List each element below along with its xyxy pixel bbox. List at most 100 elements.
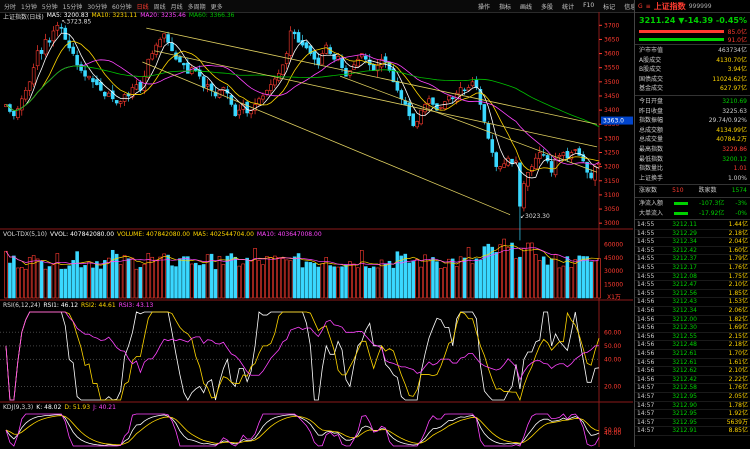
- candle: [565, 150, 570, 159]
- volume-bar: [577, 255, 582, 299]
- volume-bar: [277, 257, 281, 299]
- tick-price: 3212.43: [672, 298, 697, 306]
- period-tab[interactable]: 60分钟: [111, 4, 132, 11]
- volume-bar: [490, 246, 495, 299]
- period-tab[interactable]: 分时: [4, 4, 17, 11]
- volume-bar: [241, 263, 245, 299]
- tick-price: 3212.58: [672, 384, 697, 392]
- candle: [197, 69, 202, 77]
- period-tab[interactable]: 30分钟: [87, 4, 107, 11]
- tick-row: 14:57 3212.95 2.05亿: [635, 393, 750, 402]
- period-tab[interactable]: 周线: [153, 4, 166, 11]
- tick-time: 14:56: [637, 332, 655, 340]
- price-tick-label: 3250: [604, 150, 619, 157]
- tool-menu-item[interactable]: F10: [583, 2, 595, 9]
- tick-price: 3212.42: [672, 375, 697, 383]
- tick-volume: 2.18亿: [728, 341, 748, 349]
- period-tab[interactable]: 1分钟: [21, 4, 37, 11]
- candle: [514, 160, 518, 163]
- volume-bar: [423, 254, 427, 299]
- flow-label: 大单流入: [639, 209, 664, 217]
- volume-bar: [87, 261, 91, 299]
- stat-row: 总成交额 4134.99亿: [635, 126, 750, 136]
- tick-price: 3212.95: [672, 418, 697, 426]
- tick-price: 3212.95: [672, 392, 697, 400]
- candle: [237, 109, 242, 116]
- candle: [288, 30, 293, 56]
- period-tab[interactable]: 更多: [210, 4, 223, 11]
- tick-volume: 1.75亿: [728, 272, 748, 280]
- tick-row: 14:56 3212.00 1.82亿: [635, 316, 750, 325]
- tool-menu-item[interactable]: 统计: [562, 4, 575, 11]
- volume-bar: [126, 258, 131, 299]
- volume-bar: [352, 263, 356, 299]
- candle: [265, 90, 269, 95]
- period-tab[interactable]: 日线: [136, 4, 149, 11]
- period-tab[interactable]: 5分钟: [41, 4, 58, 11]
- rsi-tick-label: 60.00: [604, 329, 621, 336]
- legend-item: RSI2: 44.61: [81, 302, 116, 309]
- tick-volume: 1.76亿: [728, 384, 748, 392]
- tick-list[interactable]: 14:55 3212.11 1.44亿 14:55 3212.29 2.18亿 14:55 3…: [635, 221, 750, 436]
- menu-icon[interactable]: ≡: [645, 2, 651, 10]
- tick-volume: 2.18亿: [728, 229, 748, 237]
- tick-row: 14:55 3212.08 1.75亿: [635, 273, 750, 282]
- candle: [458, 87, 463, 96]
- tool-menu-item[interactable]: 信息: [624, 4, 637, 11]
- volume-bar: [154, 259, 158, 299]
- volume-bar: [486, 243, 491, 299]
- tool-menu-item[interactable]: 标记: [603, 4, 616, 11]
- tick-volume: 2.05亿: [728, 392, 748, 400]
- volume-bar: [91, 267, 95, 299]
- tool-menu-item[interactable]: 指标: [499, 4, 512, 11]
- chart-area[interactable]: 3700 3650 3600 3550 3500 3450 3400 3350 3300 3250…: [0, 12, 633, 447]
- volume-bar: [569, 266, 574, 299]
- tick-volume: 2.15亿: [728, 332, 748, 340]
- period-tab[interactable]: 多周期: [187, 4, 206, 11]
- chart-svg[interactable]: 3700 3650 3600 3550 3500 3450 3400 3350 3300 3250…: [0, 12, 633, 447]
- volume-bar: [565, 256, 570, 299]
- candle: [154, 44, 158, 55]
- buy-bar-label: 85.0亿: [727, 28, 747, 36]
- volume-bar: [8, 262, 12, 299]
- tick-time: 14:55: [637, 272, 655, 280]
- tool-menu-item[interactable]: 操作: [478, 4, 491, 11]
- tool-menu-item[interactable]: 画线: [520, 4, 533, 11]
- legend-item: J: 40.21: [93, 404, 116, 411]
- stat-row: 昨日收盘 3225.63: [635, 107, 750, 117]
- tool-menu-item[interactable]: 多股: [541, 4, 554, 11]
- tick-time: 14:57: [637, 418, 655, 426]
- volume-bar: [39, 260, 44, 299]
- volume-bar: [12, 255, 16, 299]
- volume-bar: [427, 260, 431, 299]
- legend-item: VOLUME: 407842080.00: [117, 231, 190, 238]
- candle: [371, 64, 376, 71]
- tick-time: 14:56: [637, 358, 655, 366]
- tick-time: 14:56: [637, 367, 655, 375]
- tick-price: 3212.90: [672, 401, 697, 409]
- rsi-legend: RSI(6,12,24) RSI1: 46.12 RSI2: 44.61 RSI3:…: [3, 302, 153, 309]
- tick-row: 14:57 3212.91 8.85亿: [635, 427, 750, 436]
- candle: [541, 154, 546, 156]
- candle: [110, 90, 115, 100]
- legend-item: RSI1: 46.12: [43, 302, 79, 309]
- tick-price: 3212.17: [672, 264, 697, 272]
- tick-price: 3212.08: [672, 272, 697, 280]
- tick-time: 14:56: [637, 341, 655, 349]
- volume-bar: [253, 248, 257, 299]
- candle: [573, 149, 578, 151]
- period-tab[interactable]: 15分钟: [62, 4, 83, 11]
- candle: [530, 166, 534, 172]
- volume-bar: [23, 268, 28, 299]
- stat-row: 指数振幅 29.74/0.92%: [635, 116, 750, 126]
- volume-bar: [383, 263, 388, 299]
- sell-bar-label: 91.0亿: [727, 36, 747, 44]
- period-tab[interactable]: 月线: [170, 4, 183, 11]
- rsi-tick-label: 40.00: [604, 356, 621, 363]
- tick-time: 14:57: [637, 384, 655, 392]
- down-count: 1574: [731, 187, 747, 195]
- tick-volume: 1.82亿: [728, 315, 748, 323]
- stat-value: 3229.86: [722, 145, 747, 153]
- volume-bar: [439, 268, 443, 299]
- volume-bar: [106, 257, 111, 299]
